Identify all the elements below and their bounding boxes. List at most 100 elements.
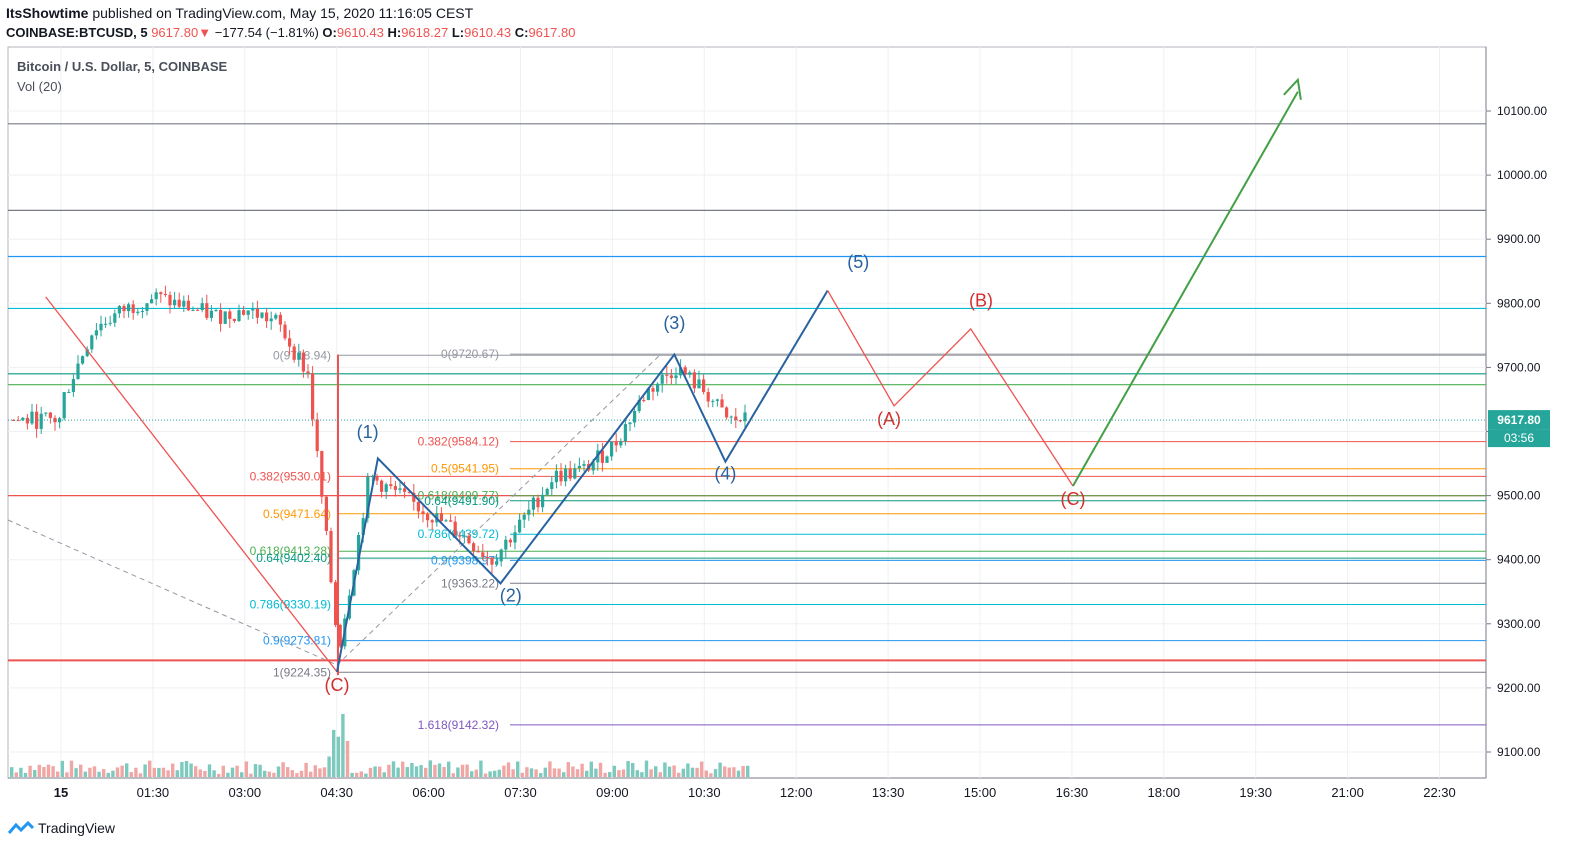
fib-level-label: 0.382(9530.01) — [250, 469, 331, 483]
candle-body — [145, 303, 149, 311]
candle-body — [458, 535, 462, 537]
volume-bar — [304, 762, 308, 777]
candle-body — [274, 314, 278, 319]
x-tick-label: 16:30 — [1056, 785, 1089, 800]
prior-down-leg-line[interactable] — [45, 296, 338, 673]
volume-bar — [14, 772, 18, 777]
volume-bar — [672, 765, 676, 777]
volume-bar — [148, 760, 152, 777]
close-value: 9617.80 — [528, 25, 576, 40]
volume-bar — [557, 768, 561, 777]
publisher-name[interactable]: ItsShowtime — [6, 5, 89, 21]
volume-bar — [419, 765, 423, 777]
fib-level-label: 0.9(9273.81) — [263, 634, 331, 648]
candle-body — [94, 330, 98, 336]
candle-body — [711, 400, 715, 402]
candle-body — [361, 518, 365, 535]
x-tick-label: 21:00 — [1331, 785, 1364, 800]
candle-body — [554, 470, 558, 483]
volume-bar — [585, 770, 589, 777]
volume-bar — [180, 761, 184, 777]
volume-bar — [217, 773, 221, 777]
candle-body — [76, 363, 80, 380]
correction-wave-line[interactable] — [827, 290, 1074, 487]
candle-body — [163, 294, 167, 296]
volume-legend[interactable]: Vol (20) — [17, 79, 62, 94]
candle-body — [380, 480, 384, 492]
volume-bar — [548, 761, 552, 777]
volume-bar — [649, 769, 653, 777]
candle-body — [481, 552, 485, 557]
volume-bar — [23, 772, 28, 777]
candle-body — [85, 349, 89, 357]
volume-bar — [433, 764, 437, 777]
candle-body — [610, 441, 614, 457]
candle-body — [449, 520, 453, 522]
candle-body — [375, 475, 379, 481]
candle-body — [311, 373, 315, 420]
impulse-wave-line[interactable] — [336, 289, 829, 673]
candle-body — [173, 299, 177, 306]
volume-bar — [732, 767, 736, 777]
x-tick-label: 04:30 — [320, 785, 353, 800]
candle-body — [205, 303, 209, 318]
candle-body — [39, 413, 43, 429]
volume-bar — [267, 771, 271, 777]
x-tick-label: 15 — [54, 785, 68, 800]
high-value: 9618.27 — [401, 25, 449, 40]
candle-body — [531, 497, 535, 510]
low-value: 9610.43 — [464, 25, 512, 40]
candle-body — [614, 441, 618, 446]
candle-body — [527, 509, 531, 515]
candle-body — [16, 420, 20, 422]
volume-bar — [695, 767, 699, 777]
fib-trend-dashed — [7, 519, 338, 666]
volume-bar — [529, 768, 534, 777]
volume-bar — [727, 767, 731, 777]
candle-body — [209, 310, 213, 318]
volume-bar — [718, 762, 722, 777]
volume-bar — [387, 764, 391, 777]
candle-body — [706, 392, 710, 402]
price-tag[interactable] — [1488, 410, 1550, 430]
candle-body — [306, 371, 310, 374]
x-tick-label: 10:30 — [688, 785, 721, 800]
candle-body — [108, 322, 112, 324]
volume-bar — [42, 767, 46, 777]
volume-bar — [115, 767, 120, 777]
candle-body — [403, 488, 407, 492]
volume-bar — [207, 764, 212, 777]
candle-body — [154, 292, 158, 300]
series-legend-title[interactable]: Bitcoin / U.S. Dollar, 5, COINBASE — [17, 59, 228, 74]
volume-bar — [451, 773, 455, 777]
candle-body — [269, 318, 273, 322]
x-tick-label: 12:00 — [780, 785, 813, 800]
footer-brand[interactable]: TradingView — [8, 820, 115, 836]
volume-bar — [221, 765, 225, 777]
candle-body — [573, 468, 577, 479]
projection-arrow-line[interactable] — [1072, 91, 1299, 487]
volume-bar — [552, 768, 557, 777]
volume-bar — [230, 767, 235, 777]
x-tick-label: 15:00 — [964, 785, 997, 800]
volume-bar — [663, 762, 667, 777]
volume-bar — [654, 766, 658, 777]
candle-body — [656, 383, 660, 392]
plot-area[interactable] — [7, 46, 1487, 779]
candle-body — [90, 335, 94, 350]
volume-bar — [414, 766, 419, 777]
candle-body — [513, 532, 517, 543]
candle-body — [283, 324, 287, 339]
volume-bar — [442, 766, 446, 777]
wave-label: (5) — [847, 252, 869, 272]
volume-bar — [534, 769, 538, 777]
high-label: H: — [387, 25, 402, 40]
volume-bar — [175, 770, 179, 777]
wave-label: (3) — [663, 313, 685, 333]
volume-bar — [401, 761, 405, 777]
volume-bar — [686, 763, 690, 777]
volume-bar — [249, 773, 253, 777]
volume-bar — [157, 767, 161, 777]
close-label: C: — [514, 25, 529, 40]
volume-bar — [667, 766, 672, 777]
